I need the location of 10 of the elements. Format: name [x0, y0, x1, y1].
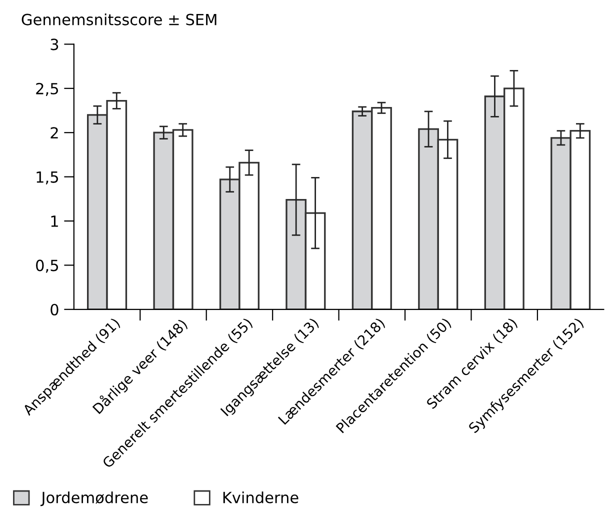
y-tick-label: 1,5 [36, 171, 58, 184]
y-tick-label: 2 [50, 127, 58, 138]
legend-label: Jordemødrene [40, 491, 148, 506]
y-tick-label: 3 [50, 38, 58, 50]
y-tick-label: 0 [50, 304, 58, 316]
y-axis-title: Gennemsnitsscore ± SEM [22, 14, 216, 26]
y-tick-label: 1 [51, 216, 58, 227]
y-tick-label: 0,5 [36, 260, 58, 273]
y-tick-label: 2,5 [36, 82, 58, 96]
legend-label: Kvinderne [223, 491, 298, 504]
